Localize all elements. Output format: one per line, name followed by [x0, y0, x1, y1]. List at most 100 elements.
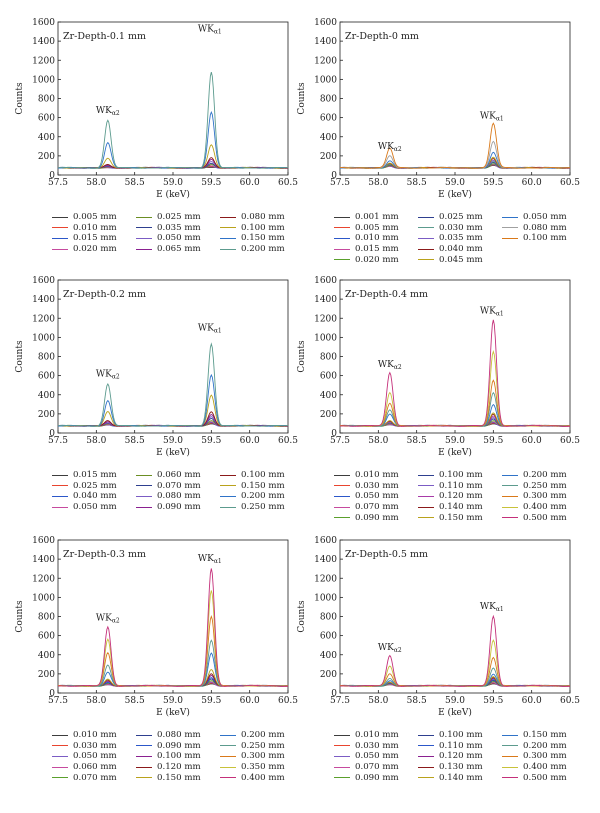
legend-4: 0.010 mm 0.030 mm 0.050 mm 0.060 mm 0.070 mm…: [52, 730, 304, 783]
legend-item: 0.050 mm: [52, 502, 136, 513]
legend-swatch: [136, 506, 152, 508]
legend-swatch: [334, 755, 350, 757]
x-tick-label: 60.0: [522, 696, 542, 706]
legend-label: 0.060 mm: [73, 762, 117, 773]
legend-item: 0.030 mm: [334, 741, 418, 752]
legend-item: 0.010 mm: [334, 470, 418, 481]
legend-label: 0.025 mm: [439, 212, 483, 223]
legend-swatch: [220, 755, 236, 757]
legend-swatch: [418, 216, 434, 218]
x-tick-label: 60.0: [240, 436, 260, 446]
legend-label: 0.090 mm: [157, 740, 201, 751]
legend-swatch: [136, 777, 152, 779]
legend-swatch: [136, 216, 152, 218]
y-tick-label: 600: [38, 632, 55, 642]
legend-label: 0.400 mm: [241, 772, 285, 783]
x-tick-label: 59.5: [201, 178, 221, 188]
series-line-12: [57, 614, 289, 687]
x-tick-label: 60.5: [278, 696, 298, 706]
legend-swatch: [136, 248, 152, 250]
y-tick-label: 1600: [314, 276, 337, 286]
y-tick-label: 1000: [314, 593, 337, 603]
legend-swatch: [136, 495, 152, 497]
legend-swatch: [334, 474, 350, 476]
legend-item: 0.050 mm: [502, 212, 586, 223]
plot-frame: [339, 279, 571, 434]
legend-swatch: [52, 227, 68, 229]
chart-svg-0: 0 200 400 600 800 1000 1200 1400 1600 57.5 58.0 58.…: [15, 18, 298, 200]
legend-swatch: [220, 485, 236, 487]
legend-label: 0.015 mm: [355, 244, 399, 255]
legend-swatch: [334, 237, 350, 239]
series-line-10: [57, 373, 289, 427]
x-tick-label: 60.5: [560, 436, 580, 446]
legend-swatch: [334, 745, 350, 747]
legend-swatch: [136, 755, 152, 757]
y-tick-label: 1600: [32, 18, 55, 28]
legend-swatch: [334, 495, 350, 497]
legend-item: 0.100 mm: [136, 751, 220, 762]
legend-0: 0.005 mm 0.010 mm 0.015 mm 0.020 mm 0.025 mm…: [52, 212, 304, 254]
legend-label: 0.025 mm: [73, 480, 117, 491]
x-tick-label: 58.0: [86, 436, 106, 446]
legend-item: 0.050 mm: [334, 491, 418, 502]
legend-item: 0.200 mm: [502, 741, 586, 752]
legend-item: 0.110 mm: [418, 481, 502, 492]
y-axis-title: Counts: [297, 600, 307, 633]
legend-label: 0.070 mm: [73, 772, 117, 783]
legend-label: 0.050 mm: [73, 751, 117, 762]
legend-swatch: [502, 777, 518, 779]
legend-item: 0.045 mm: [418, 254, 502, 265]
y-tick-label: 1400: [314, 295, 337, 305]
legend-label: 0.200 mm: [241, 730, 285, 741]
series-line-13: [339, 349, 571, 427]
legend-item: 0.150 mm: [418, 512, 502, 523]
legend-3: 0.010 mm 0.030 mm 0.050 mm 0.070 mm 0.090 mm…: [334, 470, 586, 523]
legend-label: 0.300 mm: [241, 751, 285, 762]
legend-swatch: [502, 227, 518, 229]
x-tick-label: 57.5: [48, 436, 68, 446]
legend-swatch: [502, 755, 518, 757]
legend-swatch: [418, 755, 434, 757]
x-tick-label: 59.0: [445, 696, 465, 706]
x-tick-label: 60.0: [522, 436, 542, 446]
legend-item: 0.200 mm: [220, 244, 304, 255]
chart-svg-2: 0 200 400 600 800 1000 1200 1400 1600 57.5 58.0 58.…: [15, 276, 298, 458]
legend-swatch: [52, 237, 68, 239]
legend-label: 0.250 mm: [523, 480, 567, 491]
legend-swatch: [52, 745, 68, 747]
legend-label: 0.080 mm: [157, 730, 201, 741]
y-tick-label: 400: [320, 391, 337, 401]
series-line-7: [57, 414, 289, 427]
legend-item: 0.010 mm: [52, 223, 136, 234]
legend-label: 0.045 mm: [439, 254, 483, 265]
legend-swatch: [334, 734, 350, 736]
legend-label: 0.030 mm: [439, 222, 483, 233]
legend-swatch: [136, 227, 152, 229]
legend-label: 0.030 mm: [355, 740, 399, 751]
chart-svg-3: 0 200 400 600 800 1000 1200 1400 1600 57.5 58.0 58.…: [297, 276, 580, 458]
series-line-12: [339, 379, 571, 427]
legend-item: 0.100 mm: [502, 233, 586, 244]
legend-item: 0.300 mm: [220, 751, 304, 762]
legend-label: 0.005 mm: [73, 212, 117, 223]
legend-swatch: [136, 766, 152, 768]
legend-label: 0.100 mm: [241, 470, 285, 481]
series-line-8: [57, 411, 289, 427]
series-line-10: [339, 151, 571, 169]
legend-swatch: [334, 216, 350, 218]
y-tick-label: 600: [320, 632, 337, 642]
x-tick-label: 60.5: [278, 178, 298, 188]
legend-item: 0.150 mm: [502, 730, 586, 741]
y-tick-label: 200: [38, 152, 55, 162]
y-tick-label: 1400: [314, 37, 337, 47]
legend-item: 0.140 mm: [418, 772, 502, 783]
y-tick-label: 1000: [314, 75, 337, 85]
legend-label: 0.050 mm: [73, 502, 117, 513]
legend-label: 0.050 mm: [157, 233, 201, 244]
x-tick-label: 57.5: [48, 696, 68, 706]
chart-panel-4: 0 200 400 600 800 1000 1200 1400 1600 57.5 58.0 58.…: [0, 532, 300, 783]
x-axis-title: E (keV): [156, 447, 190, 458]
legend-label: 0.001 mm: [355, 212, 399, 223]
series-line-9: [57, 144, 289, 169]
